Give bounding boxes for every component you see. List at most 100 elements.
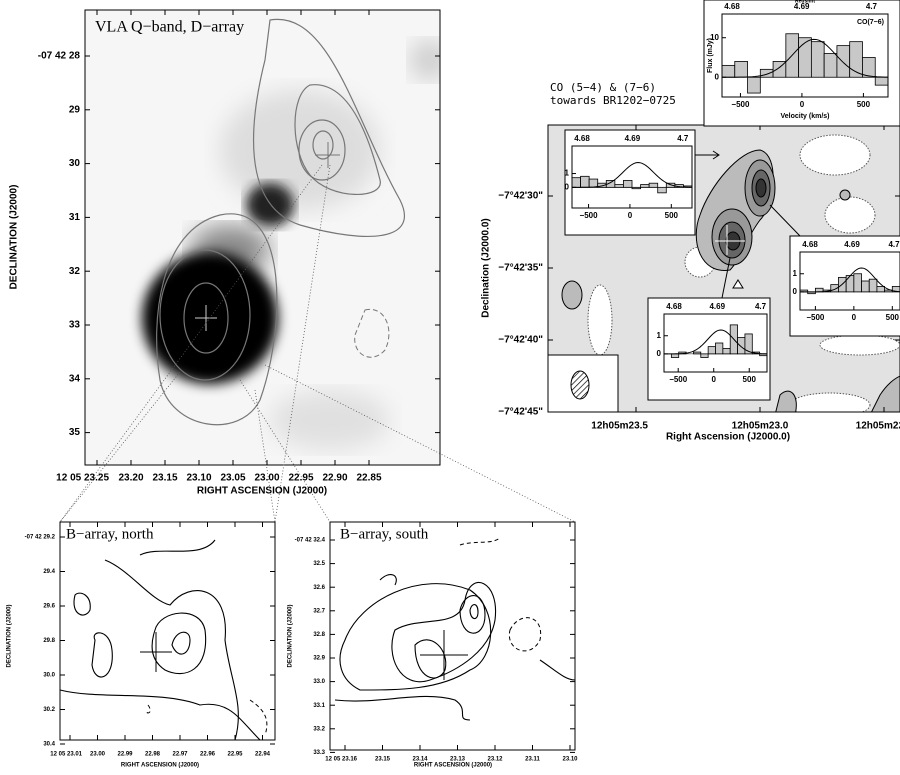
y-tick-label: -07 42 32.4 [295, 538, 326, 544]
panel-title: towards BR1202−0725 [550, 94, 676, 107]
y-tick-label: 33 [69, 320, 81, 331]
flux-bin [701, 354, 708, 358]
x-axis-label: Velocity (km/s) [780, 113, 829, 120]
flux-bin [572, 178, 581, 188]
x-tick-label: 0 [711, 375, 716, 384]
redshift-label: Redshift [795, 0, 815, 4]
y-tick-label: 0 [657, 349, 662, 358]
y-tick-label: 35 [69, 427, 81, 438]
south-panel: B−array, south RIGHT ASCENSION (J2000) D… [288, 522, 575, 769]
figure: VLA Q−band, D−array RIGHT ASCENSION (J20… [0, 0, 900, 770]
flux-bin [846, 276, 854, 292]
x-tick-label: 500 [886, 313, 900, 322]
redshift-tick-label: 4.7 [888, 240, 900, 249]
y-tick-label: −7°42'45" [498, 407, 543, 418]
x-tick-label: 500 [665, 211, 679, 220]
flux-bin [658, 187, 667, 193]
x-tick-label: 0 [852, 313, 857, 322]
y-tick-label: 0 [793, 287, 798, 296]
flux-bin [589, 179, 598, 187]
redshift-tick-label: 4.68 [666, 302, 682, 311]
x-tick-label: −500 [731, 100, 750, 109]
y-tick-label: −7°42'35" [498, 263, 543, 274]
x-tick-label: 22.85 [356, 473, 381, 484]
x-tick-label: 23.14 [412, 757, 428, 763]
x-tick-label: 12 05 23.25 [56, 473, 109, 484]
y-tick-label: 30.0 [43, 673, 55, 679]
flux-bin [735, 61, 748, 77]
flux-bin [748, 77, 761, 93]
y-tick-label: 1 [657, 331, 662, 340]
redshift-tick-label: 4.68 [574, 134, 590, 143]
panel-title: CO (5−4) & (7−6) [550, 81, 656, 94]
y-tick-label: 0 [565, 182, 570, 191]
y-tick-label: 33.1 [313, 703, 325, 709]
flux-bin [837, 46, 850, 78]
redshift-tick-label: 4.69 [625, 134, 641, 143]
flux-bin [877, 286, 885, 291]
x-axis-label: RIGHT ASCENSION (J2000) [414, 763, 492, 769]
x-tick-label: 23.10 [562, 757, 578, 763]
x-tick-label: 12h05m22.5 [856, 421, 900, 432]
y-tick-label: −7°42'40" [498, 335, 543, 346]
y-tick-label: 33.2 [313, 726, 325, 732]
y-tick-label: 34 [69, 373, 81, 384]
x-tick-label: 23.15 [152, 473, 177, 484]
x-tick-label: 23.10 [186, 473, 211, 484]
x-tick-label: 22.97 [172, 752, 188, 758]
y-tick-label: 33.3 [313, 750, 325, 756]
flux-bin [869, 279, 877, 292]
x-tick-label: 500 [743, 375, 757, 384]
x-tick-label: 12 05 23.01 [50, 752, 82, 758]
main-panel: VLA Q−band, D−array RIGHT ASCENSION (J20… [9, 10, 450, 497]
y-tick-label: 32.7 [313, 608, 325, 614]
x-tick-label: 23.00 [254, 473, 279, 484]
y-tick-label: 32.5 [313, 561, 325, 567]
flux-bin [615, 185, 624, 188]
flux-bin [716, 343, 723, 354]
y-tick-label: 30 [69, 158, 81, 169]
y-tick-label: 29.8 [43, 638, 55, 644]
x-tick-label: 12h05m23.5 [591, 421, 648, 432]
y-tick-label: 29.6 [43, 604, 55, 610]
x-tick-label: 23.05 [220, 473, 245, 484]
flux-bin [708, 347, 715, 354]
y-tick-label: 32.8 [313, 632, 325, 638]
y-tick-label: 29 [69, 104, 81, 115]
x-tick-label: 12 05 23.16 [325, 757, 357, 763]
redshift-tick-label: 4.69 [844, 240, 860, 249]
x-tick-label: −500 [669, 375, 688, 384]
x-axis-label: Right Ascension (J2000.0) [666, 432, 790, 443]
flux-bin [693, 352, 700, 354]
x-tick-label: 22.95 [227, 752, 243, 758]
line-label: CO(7−6) [857, 19, 884, 26]
x-tick-label: 22.90 [322, 473, 347, 484]
flux-bin [623, 180, 632, 187]
y-axis-label: DECLINATION (J2000) [288, 605, 294, 668]
x-tick-label: 500 [857, 100, 871, 109]
x-tick-label: −500 [806, 313, 825, 322]
flux-bin [799, 38, 812, 78]
y-tick-label: 32.9 [313, 656, 325, 662]
x-axis-label: RIGHT ASCENSION (J2000) [121, 763, 199, 769]
flux-bin [632, 187, 641, 188]
redshift-tick-label: 4.7 [755, 302, 767, 311]
panel-title: B−array, south [340, 526, 429, 542]
y-tick-label: 32 [69, 266, 81, 277]
flux-bin [671, 354, 678, 358]
x-tick-label: 23.11 [525, 757, 540, 763]
flux-bin [811, 42, 824, 78]
y-axis-label: DECLINATION (J2000) [9, 185, 20, 290]
y-tick-label: 29.4 [43, 569, 55, 575]
flux-bin [862, 281, 870, 292]
x-tick-label: 0 [800, 100, 805, 109]
y-tick-label: 30.2 [43, 707, 55, 713]
panel-title: VLA Q−band, D−array [95, 19, 244, 36]
x-tick-label: 23.00 [90, 752, 106, 758]
x-tick-label: 0 [628, 211, 633, 220]
y-tick-label: 1 [565, 169, 570, 178]
x-tick-label: 23.15 [375, 757, 391, 763]
x-tick-label: 22.99 [117, 752, 133, 758]
x-tick-label: 22.98 [145, 752, 161, 758]
